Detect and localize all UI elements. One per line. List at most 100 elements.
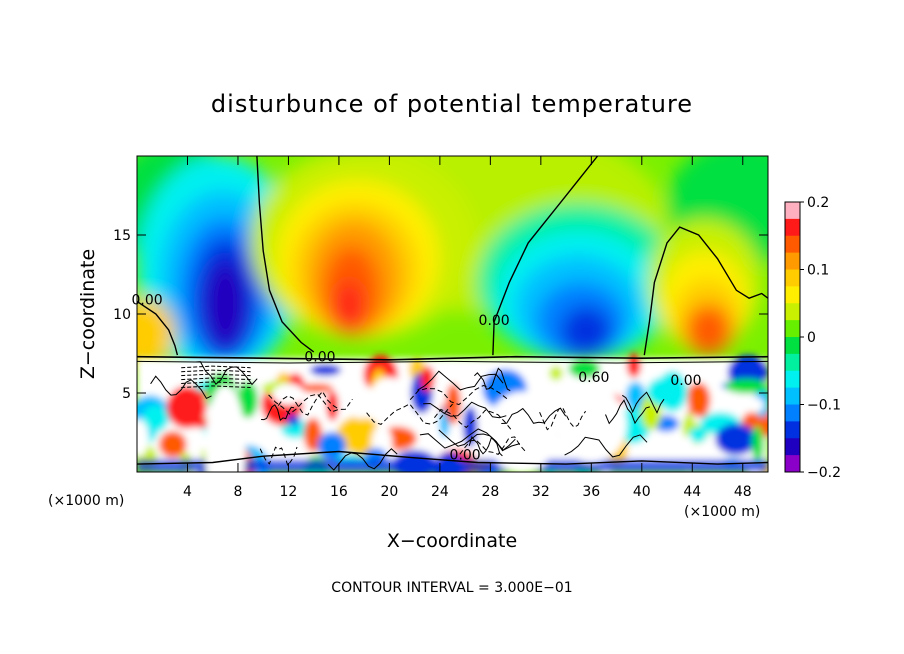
turbulence-cell [744,397,764,413]
colorbar-tick-label: −0.1 [807,398,841,414]
turbulence-cell [272,383,305,406]
turbulence-core [555,386,627,463]
turbulence-cell [568,359,601,379]
colorbar-swatch [785,269,800,287]
colorbar-swatch [785,303,800,321]
colorbar-swatch [785,455,800,473]
turbulence-cell [687,382,711,417]
x-unit-left: (×1000 m) [48,493,124,509]
turbulence-cell [137,419,149,457]
colorbar-tick-label: 0.1 [807,263,829,279]
x-tick-label: 32 [532,484,550,500]
x-tick-label: 4 [183,484,192,500]
contour-line [261,404,295,421]
chart-title: disturbunce of potential temperature [211,90,693,118]
x-tick-label: 12 [280,484,298,500]
turbulence-cell [646,377,682,407]
contour-line [137,300,179,356]
x-tick-label: 40 [633,484,651,500]
colorbar-swatch [785,320,800,338]
colorbar-swatch [785,235,800,254]
turbulence-cell [237,381,258,418]
colorbar-tick-label: −0.2 [807,465,841,481]
contour-line [622,391,665,414]
colorbar-swatch [785,286,800,304]
x-tick-label: 20 [380,484,398,500]
x-tick-label: 28 [481,484,499,500]
contour-line [539,406,587,431]
contour-interval-note: CONTOUR INTERVAL = 3.000E−01 [331,580,572,596]
turbulence-cell [309,364,342,376]
field-blob [137,298,175,368]
contour-line [181,373,251,377]
x-tick-label: 44 [683,484,701,500]
field-blob [561,306,612,357]
contour-line [137,355,768,361]
turbulence-cell [625,381,646,411]
contour-line [327,448,398,471]
turbulence-cell [287,414,300,426]
contour-line [474,367,511,392]
contour-line [564,434,648,458]
x-axis-label: X−coordinate [387,530,517,552]
contour-line [181,377,251,381]
temperature-field [137,156,768,472]
contour-line [150,375,212,400]
x-tick-label: 36 [582,484,600,500]
contour-line [137,360,768,364]
colorbar-tick-label: 0.2 [807,195,829,211]
contour-line [419,428,521,451]
field-blob [685,304,732,356]
contour-line [417,370,504,391]
turbulence-cell [303,417,323,452]
turbulence-cell [420,366,435,392]
colorbar-swatch [785,353,800,372]
contour-line [643,226,768,356]
turbulence-cell [445,383,461,425]
contour-label: 0.00 [132,293,163,309]
turbulence-cell [336,416,382,454]
contour-line [268,393,353,415]
contour-label: 0.00 [670,373,701,389]
turbulence-cell [166,385,207,429]
x-tick-label: 24 [431,484,449,500]
x-tick-label: 8 [233,484,242,500]
colorbar-swatch [785,370,800,389]
turbulence-cell [549,366,563,381]
contour-line [195,361,258,386]
turbulence-cell [725,378,768,394]
y-tick-label: 15 [113,228,131,244]
contour-line [438,429,516,452]
colorbar-swatch [785,218,800,237]
colorbar-swatch [785,337,800,355]
contour-line [501,407,567,424]
contour-line [137,450,768,465]
turbulence-cell [688,427,707,443]
colorbar-swatch [785,421,800,439]
x-tick-label: 16 [330,484,348,500]
contour-line [256,156,315,353]
contour-label: 0.00 [450,447,481,463]
contour-line [423,401,507,419]
colorbar-swatch [785,202,800,220]
contour-line [492,156,599,356]
turbulence-cell [626,353,641,378]
turbulence-core [205,385,246,472]
turbulence-cell [434,362,469,387]
colorbar-tick-label: 0 [807,330,816,346]
turbulence-cell [142,405,169,433]
x-unit-right: (×1000 m) [684,504,760,520]
colorbar-swatch [785,438,800,456]
contour-label: 0.00 [304,349,335,365]
x-tick-label: 48 [734,484,752,500]
field-blob [336,280,362,329]
contour-line [259,446,298,467]
turbulence-cell [715,423,757,456]
contour-line [181,369,251,373]
field-blob [203,260,247,349]
contour-line [181,381,251,384]
y-tick-label: 10 [113,307,131,323]
turbulence-cell [326,390,339,421]
contour-line [366,403,453,425]
